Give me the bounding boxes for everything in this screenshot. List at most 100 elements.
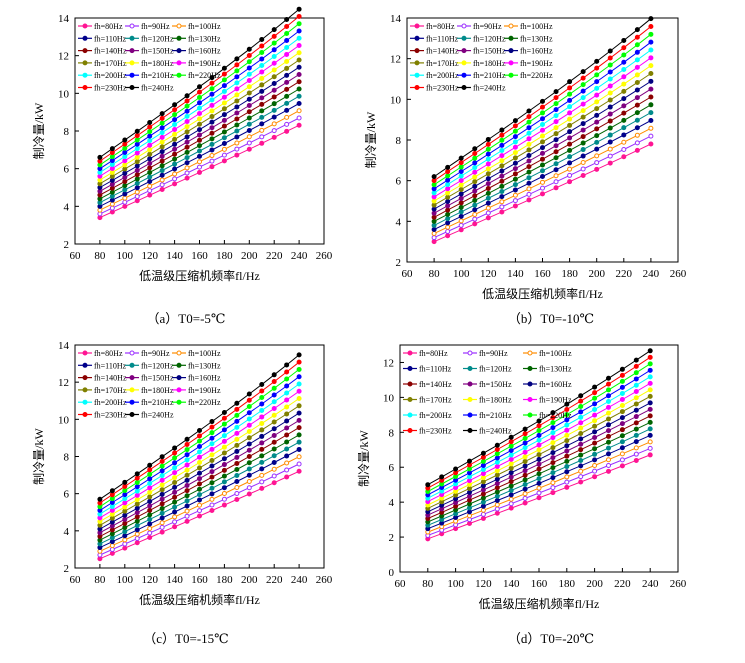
- legend-label: fh=140Hz: [419, 380, 452, 389]
- data-point: [606, 410, 611, 416]
- data-point: [578, 436, 584, 442]
- data-point: [134, 540, 140, 546]
- data-point: [480, 458, 486, 464]
- data-point: [550, 470, 556, 476]
- data-point: [234, 62, 240, 68]
- data-point: [221, 77, 227, 83]
- data-point: [221, 94, 227, 100]
- data-point: [445, 233, 451, 239]
- data-point: [159, 515, 165, 521]
- data-point: [122, 500, 128, 506]
- data-point: [472, 155, 478, 161]
- data-point: [159, 163, 165, 169]
- data-point: [458, 222, 464, 228]
- data-point: [234, 442, 240, 448]
- legend-label: fh=230Hz: [94, 411, 127, 420]
- data-point: [159, 506, 165, 512]
- data-point: [147, 485, 153, 491]
- data-point: [592, 401, 598, 407]
- data-point: [159, 115, 165, 121]
- data-point: [526, 147, 532, 153]
- data-point: [296, 381, 302, 387]
- data-point: [159, 491, 165, 497]
- data-point: [606, 393, 611, 399]
- data-point: [540, 168, 545, 174]
- data-point: [134, 154, 140, 160]
- data-point: [580, 82, 586, 88]
- data-point: [246, 466, 252, 472]
- data-point: [246, 410, 252, 416]
- data-point: [607, 139, 613, 145]
- data-point: [472, 188, 478, 194]
- data-point: [445, 199, 451, 205]
- data-point: [621, 132, 627, 138]
- legend-label: fh=100Hz: [188, 22, 221, 31]
- y-tick-label: 8: [64, 126, 70, 138]
- data-point: [508, 487, 514, 493]
- data-point: [526, 114, 532, 120]
- data-point: [122, 496, 128, 502]
- data-point: [234, 491, 240, 497]
- x-axis-label: 低温级压缩机频率fl/Hz: [479, 596, 600, 611]
- data-point: [580, 127, 586, 133]
- data-point: [197, 159, 202, 165]
- data-point: [159, 454, 165, 460]
- data-point: [553, 161, 559, 167]
- data-point: [633, 376, 639, 382]
- data-point: [553, 89, 559, 95]
- data-point: [172, 509, 178, 515]
- y-tick-label: 10: [58, 88, 70, 100]
- data-point: [147, 534, 153, 540]
- data-point: [606, 463, 611, 469]
- data-point: [567, 122, 573, 128]
- data-point: [197, 476, 202, 482]
- data-point: [197, 127, 202, 133]
- data-point: [259, 479, 265, 485]
- data-point: [296, 122, 302, 128]
- data-point: [621, 139, 627, 145]
- x-tick-label: 220: [266, 250, 283, 262]
- data-point: [284, 100, 290, 106]
- legend-label: fh=240Hz: [141, 84, 174, 93]
- data-point: [564, 448, 570, 454]
- data-point: [172, 479, 178, 485]
- data-point: [109, 546, 115, 552]
- data-point: [109, 209, 115, 215]
- data-point: [209, 508, 215, 514]
- data-point: [234, 68, 240, 74]
- data-point: [109, 527, 115, 533]
- legend-label: fh=240Hz: [479, 427, 512, 436]
- data-point: [209, 153, 215, 159]
- legend-marker: [129, 35, 135, 41]
- data-point: [134, 172, 140, 178]
- x-tick-label: 180: [216, 250, 233, 262]
- data-point: [567, 141, 573, 147]
- data-point: [246, 478, 252, 484]
- data-point: [221, 152, 227, 158]
- data-point: [246, 460, 252, 466]
- legend-marker: [129, 60, 135, 66]
- data-point: [550, 460, 556, 466]
- data-point: [480, 499, 486, 505]
- data-point: [648, 94, 654, 100]
- y-tick-label: 12: [390, 54, 401, 66]
- data-point: [209, 419, 215, 425]
- data-point: [536, 452, 542, 458]
- data-point: [494, 485, 500, 491]
- data-point: [259, 43, 265, 49]
- data-point: [184, 513, 190, 519]
- data-point: [647, 380, 653, 386]
- data-point: [485, 210, 491, 216]
- data-point: [594, 58, 600, 64]
- data-point: [246, 428, 252, 434]
- data-point: [606, 381, 611, 387]
- data-point: [134, 128, 140, 134]
- data-point: [522, 431, 528, 437]
- data-point: [494, 455, 500, 461]
- data-point: [209, 75, 215, 81]
- data-point: [246, 46, 252, 52]
- data-point: [522, 500, 528, 506]
- data-point: [246, 140, 252, 146]
- data-point: [234, 104, 240, 110]
- data-point: [607, 55, 613, 61]
